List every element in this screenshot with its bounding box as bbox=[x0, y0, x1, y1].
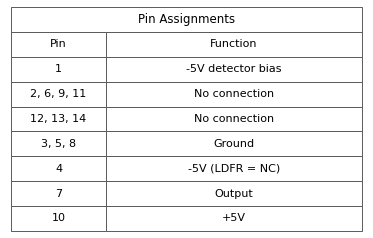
Bar bbox=[106, 82, 362, 107]
Bar bbox=[106, 131, 362, 156]
Text: No connection: No connection bbox=[194, 89, 274, 99]
Text: No connection: No connection bbox=[194, 114, 274, 124]
Bar bbox=[106, 107, 362, 131]
Text: 7: 7 bbox=[55, 188, 62, 198]
Bar bbox=[106, 156, 362, 181]
Text: 12, 13, 14: 12, 13, 14 bbox=[30, 114, 87, 124]
Text: +5V: +5V bbox=[222, 213, 246, 223]
Text: Ground: Ground bbox=[213, 139, 254, 149]
Bar bbox=[11, 7, 362, 32]
Text: Pin: Pin bbox=[50, 40, 67, 50]
Bar bbox=[106, 181, 362, 206]
Bar bbox=[11, 206, 106, 231]
Text: Pin Assignments: Pin Assignments bbox=[138, 13, 235, 26]
Bar bbox=[11, 107, 106, 131]
Text: Output: Output bbox=[214, 188, 253, 198]
Text: 1: 1 bbox=[55, 64, 62, 74]
Bar bbox=[11, 156, 106, 181]
Text: -5V detector bias: -5V detector bias bbox=[186, 64, 282, 74]
Text: 4: 4 bbox=[55, 164, 62, 174]
Text: 3, 5, 8: 3, 5, 8 bbox=[41, 139, 76, 149]
Bar bbox=[106, 32, 362, 57]
Bar bbox=[11, 57, 106, 82]
Bar bbox=[11, 32, 106, 57]
Text: 2, 6, 9, 11: 2, 6, 9, 11 bbox=[30, 89, 87, 99]
Bar bbox=[106, 57, 362, 82]
Bar bbox=[106, 206, 362, 231]
Bar bbox=[11, 131, 106, 156]
Text: Function: Function bbox=[210, 40, 258, 50]
Bar bbox=[11, 82, 106, 107]
Text: 10: 10 bbox=[51, 213, 66, 223]
Bar bbox=[11, 181, 106, 206]
Text: -5V (LDFR = NC): -5V (LDFR = NC) bbox=[188, 164, 280, 174]
